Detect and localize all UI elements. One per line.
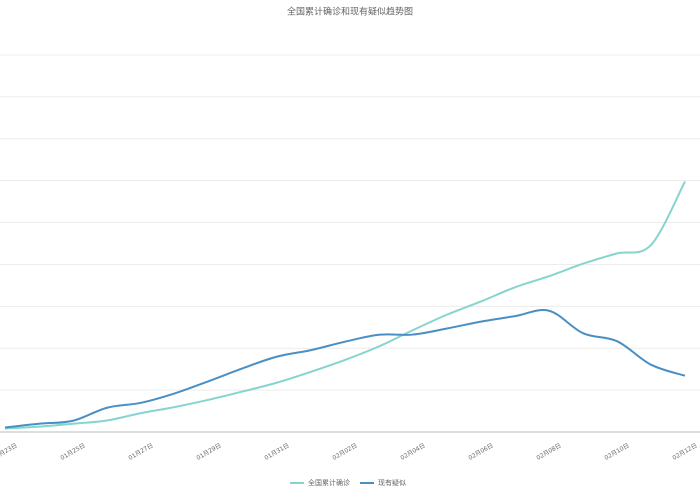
x-tick-label: 02月02日 xyxy=(331,442,358,462)
series-line xyxy=(4,309,686,429)
x-tick-label: 02月10日 xyxy=(603,442,630,462)
x-tick-label: 02月08日 xyxy=(535,442,562,462)
legend-label: 现有疑似 xyxy=(378,478,406,487)
x-tick-label: 01月29日 xyxy=(195,442,222,462)
series-line xyxy=(4,181,686,430)
x-tick-label: 01月23日 xyxy=(0,442,19,462)
x-tick-label: 02月04日 xyxy=(399,442,426,462)
x-tick-label: 02月12日 xyxy=(671,442,698,462)
x-tick-label: 02月06日 xyxy=(467,442,494,462)
legend-label: 全国累计确诊 xyxy=(308,478,350,487)
x-tick-label: 01月25日 xyxy=(59,442,86,462)
x-tick-label: 01月27日 xyxy=(127,442,154,462)
x-tick-label: 01月31日 xyxy=(263,442,290,462)
chart-title: 全国累计确诊和现有疑似趋势图 xyxy=(287,6,413,18)
